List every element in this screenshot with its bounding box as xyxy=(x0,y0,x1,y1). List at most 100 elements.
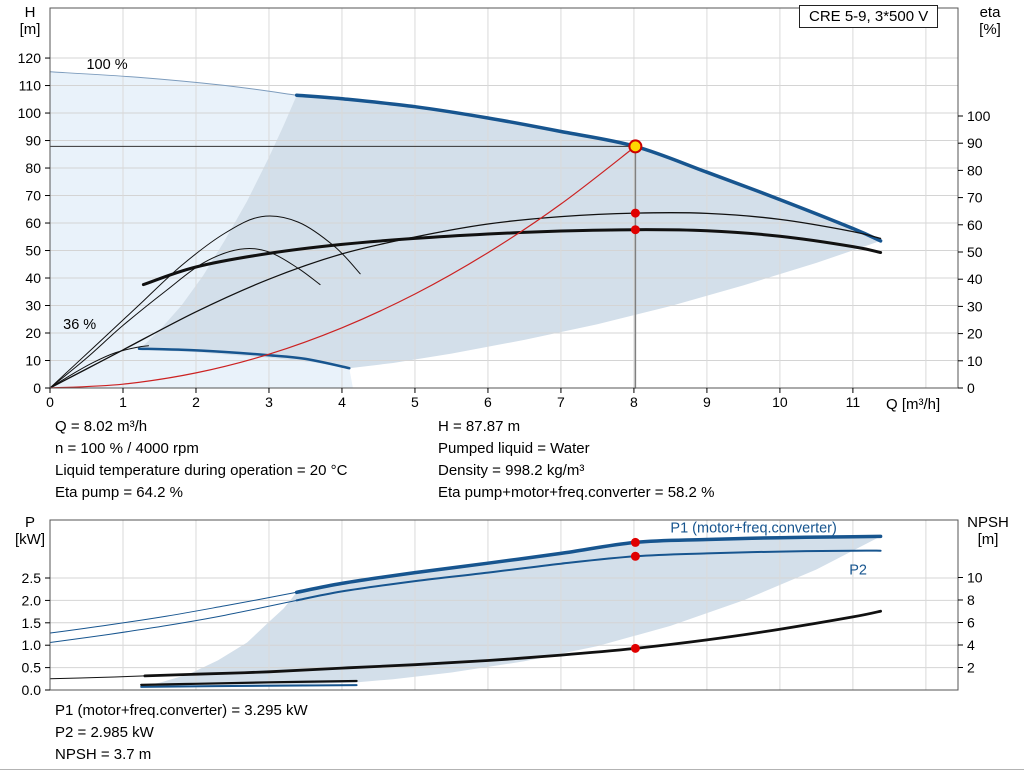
info-line: n = 100 % / 4000 rpm xyxy=(55,440,199,457)
info-line: Eta pump+motor+freq.converter = 58.2 % xyxy=(438,484,715,501)
tick-label: 100 xyxy=(967,108,991,124)
speed-100-curve xyxy=(294,93,883,243)
tick-label: 50 xyxy=(25,243,41,259)
info-line: P2 = 2.985 kW xyxy=(55,724,154,741)
envelope-light-region xyxy=(50,71,353,389)
tick-label: 20 xyxy=(25,325,41,341)
tick-label: 2.5 xyxy=(22,570,42,586)
p-min-speed-curve xyxy=(140,684,358,688)
speed-36-curve xyxy=(137,347,351,370)
speed-36-label: 36 % xyxy=(63,317,96,333)
hq-chart-gridlines xyxy=(50,8,958,388)
eta-pump-curve xyxy=(49,212,882,389)
p-axis-label: P xyxy=(24,514,35,531)
bottom-divider xyxy=(0,769,1024,770)
tick-label: 8 xyxy=(967,592,975,608)
tick-label: 10 xyxy=(772,394,788,410)
h-axis-unit: [m] xyxy=(19,21,41,38)
info-line: Density = 998.2 kg/m³ xyxy=(438,462,585,479)
tick-label: 4 xyxy=(338,394,346,410)
tick-label: 70 xyxy=(967,190,983,206)
eta-pump-marker xyxy=(630,208,640,218)
tick-label: 2 xyxy=(192,394,200,410)
tick-label: 10 xyxy=(967,353,983,369)
tick-label: 60 xyxy=(967,217,983,233)
tick-label: 110 xyxy=(19,78,42,94)
power-npsh-chart-group: 0.0 0.5 1.0 1.5 2.0 2.5 2 4 6 8 10 P1 (motor+freq.c… xyxy=(22,519,983,698)
tick-label: 0 xyxy=(46,394,54,410)
tick-label: 6 xyxy=(484,394,492,410)
info-line: NPSH = 3.7 m xyxy=(55,746,152,763)
tick-label: 8 xyxy=(630,394,638,410)
npsh-curve xyxy=(143,609,882,678)
tick-label: 10 xyxy=(25,353,41,369)
tick-label: 80 xyxy=(967,162,983,178)
info-line: Q = 8.02 m³/h xyxy=(55,418,148,435)
speed-100-label: 100 % xyxy=(86,57,127,73)
tick-label: 70 xyxy=(25,188,41,204)
info-line: H = 87.87 m xyxy=(438,418,521,435)
eta-min-speed-arc xyxy=(49,345,149,389)
tick-label: 60 xyxy=(25,215,41,231)
tick-label: 2.0 xyxy=(22,592,42,608)
h-axis-label: H xyxy=(24,4,36,21)
eta-total-curve xyxy=(141,228,883,287)
pump-model-badge: CRE 5-9, 3*500 V xyxy=(799,5,939,28)
eta-axis-unit: [%] xyxy=(979,21,1001,38)
h-axis-header: H [m] xyxy=(10,4,50,38)
tick-label: 4 xyxy=(967,637,975,653)
tick-label: 0 xyxy=(33,380,41,396)
envelope-top-edge xyxy=(49,71,298,96)
tick-label: 0.5 xyxy=(22,660,42,676)
p-axis-unit: [kW] xyxy=(15,531,45,548)
power-envelope-region xyxy=(141,536,881,687)
tick-label: 40 xyxy=(25,270,41,286)
tick-label: 80 xyxy=(25,160,41,176)
p1-curve xyxy=(294,534,883,595)
p2-lead-line xyxy=(49,599,298,643)
tick-label: 100 xyxy=(18,105,42,121)
npsh-axis-header: NPSH [m] xyxy=(956,514,1020,548)
tick-label: 120 xyxy=(18,50,42,66)
tick-label: 9 xyxy=(703,394,711,410)
eta-axis-header: eta [%] xyxy=(962,4,1018,38)
tick-label: 2 xyxy=(967,659,975,675)
hq-chart-ticks: 0102030405060708090100110120010203040506… xyxy=(18,50,991,410)
npsh-axis-label: NPSH xyxy=(967,514,1009,531)
tick-label: 1.0 xyxy=(22,637,42,653)
tick-label: 6 xyxy=(967,614,975,630)
info-line: P1 (motor+freq.converter) = 3.295 kW xyxy=(55,702,308,719)
tick-label: 50 xyxy=(967,244,983,260)
eta-total-marker xyxy=(630,225,640,235)
tick-label: 11 xyxy=(846,394,861,410)
tick-label: 0.0 xyxy=(22,682,42,698)
power-npsh-chart-frame xyxy=(49,519,959,691)
info-line: Pumped liquid = Water xyxy=(438,440,590,457)
tick-label: 3 xyxy=(265,394,273,410)
p2-curve-label: P2 xyxy=(849,562,867,578)
hq-chart-group: 0102030405060708090100110120010203040506… xyxy=(18,7,991,410)
p1-lead-line xyxy=(49,591,298,634)
p2-curve xyxy=(295,549,882,602)
p2-marker xyxy=(630,551,640,561)
duty-point[interactable] xyxy=(628,139,643,154)
tick-label: 40 xyxy=(967,271,983,287)
info-line: Eta pump = 64.2 % xyxy=(55,484,183,501)
tick-label: 10 xyxy=(967,569,983,585)
npsh-axis-unit: [m] xyxy=(977,531,999,548)
q-axis-label: Q [m³/h] xyxy=(886,396,941,413)
eta-reduced-speed-arc-2 xyxy=(49,248,321,389)
eta-reduced-speed-arc-1 xyxy=(49,215,361,389)
p-axis-header: P [kW] xyxy=(10,514,50,548)
tick-label: 7 xyxy=(557,394,565,410)
tick-label: 0 xyxy=(967,380,975,396)
tick-label: 90 xyxy=(967,135,983,151)
p1-curve-label: P1 (motor+freq.converter) xyxy=(670,520,836,536)
eta-axis-label: eta xyxy=(979,4,1001,21)
system-curve xyxy=(49,145,636,389)
tick-label: 90 xyxy=(25,133,41,149)
npsh-min-speed-curve xyxy=(140,679,358,686)
info-line: Liquid temperature during operation = 20… xyxy=(55,462,348,479)
